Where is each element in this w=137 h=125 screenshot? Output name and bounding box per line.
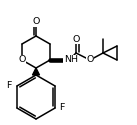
Text: NH: NH bbox=[64, 56, 78, 64]
Text: O: O bbox=[32, 18, 40, 26]
Text: F: F bbox=[7, 82, 12, 90]
Text: O: O bbox=[72, 34, 80, 43]
Polygon shape bbox=[32, 68, 39, 75]
Text: O: O bbox=[86, 56, 94, 64]
Text: O: O bbox=[18, 56, 26, 64]
Text: F: F bbox=[59, 104, 64, 112]
